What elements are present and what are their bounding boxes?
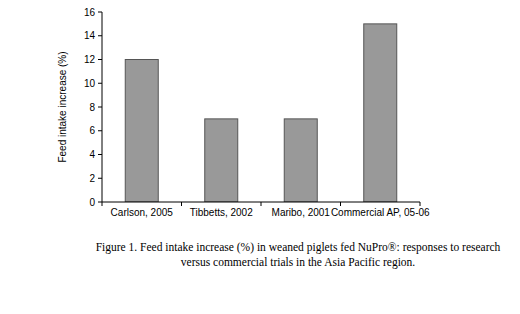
y-tick-label: 2	[89, 173, 95, 184]
bar	[364, 24, 397, 202]
y-tick	[98, 83, 102, 84]
y-axis-label: Feed intake increase (%)	[57, 51, 68, 162]
x-tick	[102, 202, 103, 206]
x-tick	[340, 202, 341, 206]
y-tick	[98, 107, 102, 108]
x-tick	[420, 202, 421, 206]
y-tick	[98, 59, 102, 60]
x-tick	[181, 202, 182, 206]
y-tick-label: 8	[89, 102, 95, 113]
y-tick	[98, 35, 102, 36]
y-tick	[98, 178, 102, 179]
y-tick	[98, 154, 102, 155]
x-tick-label: Carlson, 2005	[111, 207, 174, 218]
y-tick-label: 14	[84, 30, 96, 41]
y-tick-label: 16	[84, 7, 96, 18]
y-tick-label: 12	[84, 54, 96, 65]
y-tick	[98, 130, 102, 131]
y-tick	[98, 12, 102, 13]
x-tick	[261, 202, 262, 206]
bars	[125, 24, 397, 202]
y-tick-label: 0	[89, 197, 95, 208]
bar	[205, 119, 238, 202]
caption: Figure 1. Feed intake increase (%) in we…	[88, 240, 508, 270]
y-tick	[98, 202, 102, 203]
bar	[284, 119, 317, 202]
y-tick-label: 6	[89, 125, 95, 136]
y-tick-label: 4	[89, 149, 95, 160]
y-tick-label: 10	[84, 78, 96, 89]
x-tick-label: Maribo, 2001	[272, 207, 331, 218]
bar	[125, 60, 158, 203]
x-tick-label: Commercial AP, 05-06	[331, 207, 430, 218]
x-tick-label: Tibbetts, 2002	[190, 207, 253, 218]
